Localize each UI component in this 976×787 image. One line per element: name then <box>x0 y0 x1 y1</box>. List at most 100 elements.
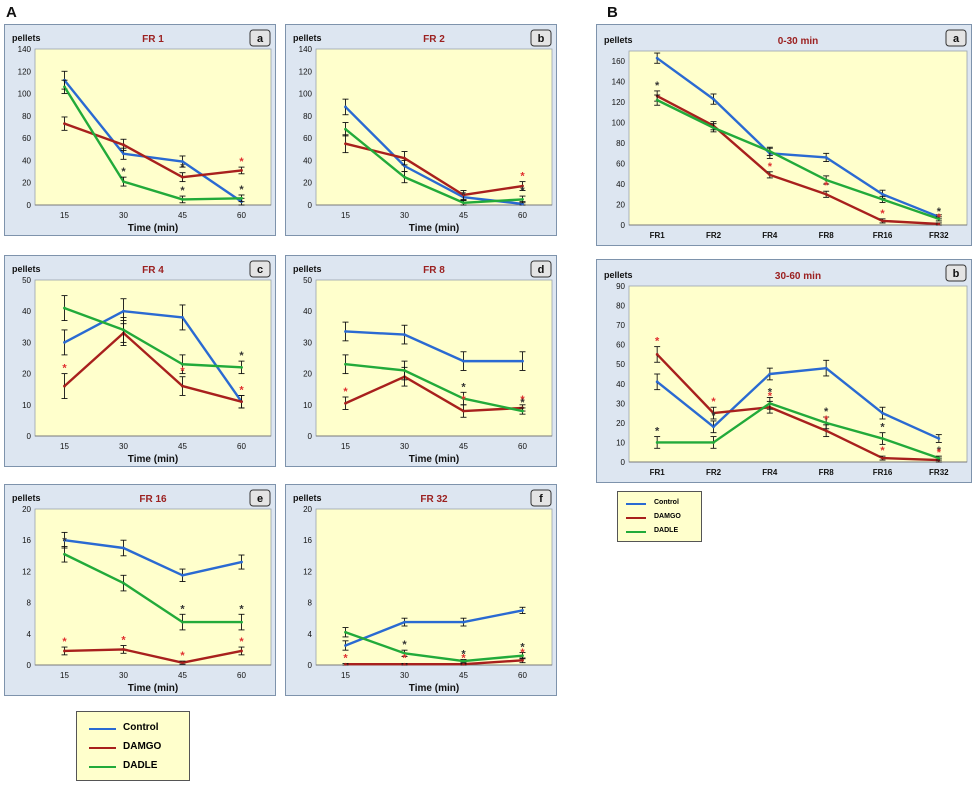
panel-letter-badge <box>249 29 271 47</box>
significance-star-damgo: * <box>180 650 185 662</box>
x-tick-label-15: 15 <box>60 211 69 220</box>
data-point-control <box>122 152 125 156</box>
data-point-dadle <box>63 306 66 310</box>
data-point-dadle <box>824 421 828 425</box>
data-point-control <box>344 644 347 647</box>
significance-star-damgo: * <box>824 414 829 426</box>
data-point-dadle <box>521 654 524 658</box>
data-point-control <box>712 425 715 429</box>
data-point-damgo <box>937 222 941 226</box>
data-point-dadle <box>712 441 715 444</box>
data-point-control <box>521 609 524 612</box>
y-tick-label: 40 <box>22 156 31 165</box>
legend-swatch-damgo <box>626 517 646 519</box>
significance-star-dadle: * <box>239 350 244 362</box>
panel-letter-badge <box>530 489 552 507</box>
x-tick-label-fr1: FR1 <box>650 231 666 240</box>
y-tick-label: 40 <box>616 380 625 389</box>
significance-star-damgo: * <box>121 635 126 647</box>
data-point-dadle <box>462 397 465 400</box>
data-point-dadle <box>655 98 659 102</box>
x-tick-label-60: 60 <box>237 671 246 680</box>
significance-star-dadle: * <box>655 426 660 438</box>
panel-letter-badge <box>530 260 552 278</box>
x-tick-label-30: 30 <box>400 442 409 451</box>
data-point-control <box>344 105 347 109</box>
y-tick-label: 70 <box>616 321 625 330</box>
x-tick-label-15: 15 <box>60 671 69 680</box>
data-point-control <box>122 309 125 313</box>
y-tick-label: 140 <box>299 45 313 54</box>
series-line-damgo <box>63 331 242 403</box>
data-point-dadle <box>937 217 941 221</box>
significance-star-dadle: * <box>402 639 407 651</box>
panel-letter: b <box>953 268 960 280</box>
legend-label-control: Control <box>123 722 159 733</box>
y-tick-label: 140 <box>612 78 626 87</box>
data-point-control <box>655 380 659 384</box>
chart-panel-30-60min: 0 10 20 30 40 50 60 70 80 90 FR1 FR2 FR4 FR8 FR16 FR32 p… <box>596 259 972 483</box>
significance-star-dadle: * <box>461 190 466 202</box>
y-tick-label: 4 <box>308 630 313 639</box>
y-tick-label: 100 <box>612 119 626 128</box>
data-point-dadle <box>462 659 465 663</box>
panel-letter: f <box>539 493 543 505</box>
plot-area <box>315 508 553 666</box>
y-tick-label: 80 <box>303 112 312 121</box>
significance-star-dadle: * <box>121 166 126 178</box>
y-tick-label: 0 <box>27 432 32 441</box>
data-point-damgo <box>240 169 243 172</box>
y-tick-label: 140 <box>18 45 32 54</box>
y-tick-label: 100 <box>18 90 32 99</box>
significance-star-damgo: * <box>239 156 244 168</box>
y-tick-label: 20 <box>22 179 31 188</box>
data-point-damgo <box>122 648 125 651</box>
y-tick-label: 12 <box>22 567 31 576</box>
plot-area <box>628 285 968 463</box>
y-tick-label: 120 <box>612 98 626 107</box>
x-axis-label: Time (min) <box>128 223 178 234</box>
y-tick-label: 0 <box>27 201 32 210</box>
panel-letter-badge <box>249 489 271 507</box>
x-tick-label-60: 60 <box>518 442 527 451</box>
panel-letter-badge <box>945 264 967 282</box>
data-point-damgo <box>63 384 66 388</box>
significance-star-dadle: * <box>937 206 942 218</box>
y-tick-label: 60 <box>22 134 31 143</box>
chart-panel-fr1: 0 20 40 60 80 100 120 140 15 30 45 60 pellets FR 1 Tim… <box>4 24 276 236</box>
series-line-dadle <box>345 631 523 663</box>
legend-bottom: Control DAMGO DADLE <box>76 711 190 781</box>
y-axis-label: pellets <box>293 33 322 43</box>
significance-star-damgo: * <box>880 445 885 457</box>
y-tick-label: 16 <box>303 536 312 545</box>
y-tick-label: 160 <box>612 57 626 66</box>
significance-star-damgo: * <box>655 336 660 348</box>
data-point-control <box>462 359 465 363</box>
y-tick-label: 16 <box>22 536 31 545</box>
chart-panel-fr2: 0 20 40 60 80 100 120 140 15 30 45 60 pellets FR 2 Tim… <box>285 24 557 236</box>
data-point-control <box>181 573 184 577</box>
y-axis-label: pellets <box>293 493 322 503</box>
data-point-damgo <box>344 662 347 666</box>
significance-star-damgo: * <box>461 652 466 664</box>
x-tick-label-30: 30 <box>119 211 128 220</box>
data-point-control <box>824 366 828 370</box>
chart-title: FR 8 <box>423 265 445 276</box>
y-tick-label: 0 <box>308 432 313 441</box>
significance-star-damgo: * <box>180 162 185 174</box>
data-point-control <box>240 560 243 564</box>
x-tick-label-60: 60 <box>237 442 246 451</box>
y-tick-label: 8 <box>308 599 313 608</box>
data-point-damgo <box>63 649 66 653</box>
x-axis-label: Time (min) <box>128 683 178 694</box>
data-point-dadle <box>181 620 184 624</box>
series-line-control <box>345 609 523 647</box>
y-tick-label: 10 <box>303 401 312 410</box>
data-point-dadle <box>881 437 884 440</box>
legend-label-dadle: DADLE <box>123 760 158 771</box>
data-point-dadle <box>122 180 125 184</box>
significance-star-damgo: * <box>62 636 67 648</box>
data-point-control <box>768 372 772 376</box>
series-line-dadle <box>63 553 242 624</box>
x-axis-label: Time (min) <box>409 223 459 234</box>
